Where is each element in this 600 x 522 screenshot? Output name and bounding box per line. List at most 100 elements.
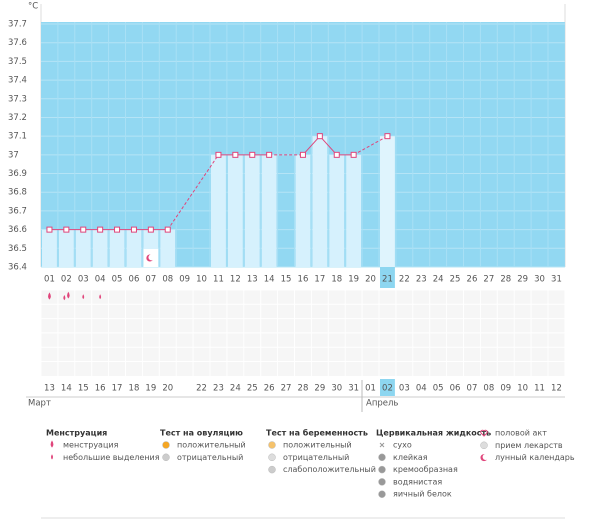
legend-icon [378,453,386,462]
temperature-bar [75,229,91,267]
legend-title: Тест на овуляцию [160,429,243,438]
calendar-date: 28 [298,384,309,394]
calendar-date: 20 [162,384,173,394]
calendar-date: 19 [145,384,156,394]
legend-title: Менструация [46,429,107,438]
calendar-date: 07 [467,384,478,394]
calendar-date: 04 [416,384,427,394]
calendar-date: 15 [78,384,89,394]
temperature-line [302,135,321,156]
moon-icon [482,454,489,460]
day-label: 17 [314,275,325,285]
temperature-point [114,226,121,233]
temperature-point [316,133,323,140]
temperature-bar [42,229,57,267]
legend-item: отрицательный [283,453,349,462]
selected-date [380,379,395,396]
day-label: 07 [145,275,156,285]
temperature-bar [109,229,125,267]
calendar-date: 25 [247,384,258,394]
legend-icon [378,490,386,498]
calendar-date: 06 [450,384,461,394]
temperature-point [164,226,171,233]
legend-icon [378,465,386,474]
day-label: 14 [264,275,275,285]
month-label: Апрель [366,399,398,409]
temperature-point [97,226,104,233]
day-label: 26 [467,275,478,285]
day-label: 02 [61,275,72,285]
y-tick-label: 36.4 [8,263,27,273]
y-tick-label: 37.5 [8,57,27,67]
legend-item: менструация [63,441,119,450]
day-label: 28 [500,275,511,285]
legend-item: сухо [393,441,412,450]
temperature-bar [211,154,226,267]
calendar-date: 29 [314,384,325,394]
drop-icon [51,454,53,460]
legend-icon [268,441,276,449]
day-label: 06 [129,275,140,285]
temperature-bar [92,229,108,267]
legend-item: положительный [283,441,352,450]
day-label: 29 [517,275,528,285]
temperature-point [266,151,273,158]
calendar-date: 31 [348,384,359,394]
temperature-bar [295,154,311,267]
legend-title: Тест на беременность [266,428,368,438]
day-label: 15 [281,275,292,285]
legend-item: отрицательный [177,453,243,462]
temperature-point [333,151,340,158]
calendar-date: 16 [95,384,106,394]
temperature-bar [58,229,74,267]
day-label: 22 [399,275,410,285]
month-label: Март [28,399,51,409]
calendar-date: 27 [281,384,292,394]
temperature-point [232,151,239,158]
day-label: 09 [179,275,190,285]
temperature-point [130,226,137,233]
temperature-bar [244,154,260,267]
drop-icon [82,294,85,300]
day-label: 16 [298,275,309,285]
y-tick-label: 37.7 [8,20,27,30]
day-label: 23 [416,275,427,285]
y-unit: °C [28,2,38,12]
calendar-date: 02 [382,384,393,394]
legend-item: кремообразная [393,465,458,474]
temperature-bar [346,154,362,267]
day-label: 25 [450,275,461,285]
legend-item: яичный белок [393,490,452,499]
day-label: 20 [365,275,376,285]
calendar-date: 01 [365,384,376,394]
legend-item: слабоположительный [283,465,376,474]
temperature-point [80,226,87,233]
temperature-bar [329,154,345,267]
day-label: 21 [382,275,393,285]
calendar-date: 14 [61,384,72,394]
y-tick-label: 37 [8,150,19,160]
legend-icon [162,453,170,462]
drop-icon [48,292,51,300]
calendar-date: 18 [129,384,140,394]
legend-icon [268,453,276,462]
day-label: 05 [112,275,123,285]
calendar-date: 11 [534,384,545,394]
temperature-line [319,135,338,156]
temperature-point [384,133,391,140]
legend-icon [162,441,170,449]
day-label: 03 [78,275,89,285]
calendar-date: 09 [500,384,511,394]
temperature-point [147,226,154,233]
temperature-line [353,135,388,156]
legend-item: небольшие выделения [63,453,160,462]
legend-item: половой акт [495,429,547,438]
temperature-point [63,226,70,233]
y-tick-label: 36.6 [8,225,27,235]
calendar-date: 08 [483,384,494,394]
calendar-date: 26 [264,384,275,394]
dry-icon [379,442,385,448]
temperature-line [167,154,219,230]
day-label: 27 [483,275,494,285]
temperature-point [46,226,53,233]
